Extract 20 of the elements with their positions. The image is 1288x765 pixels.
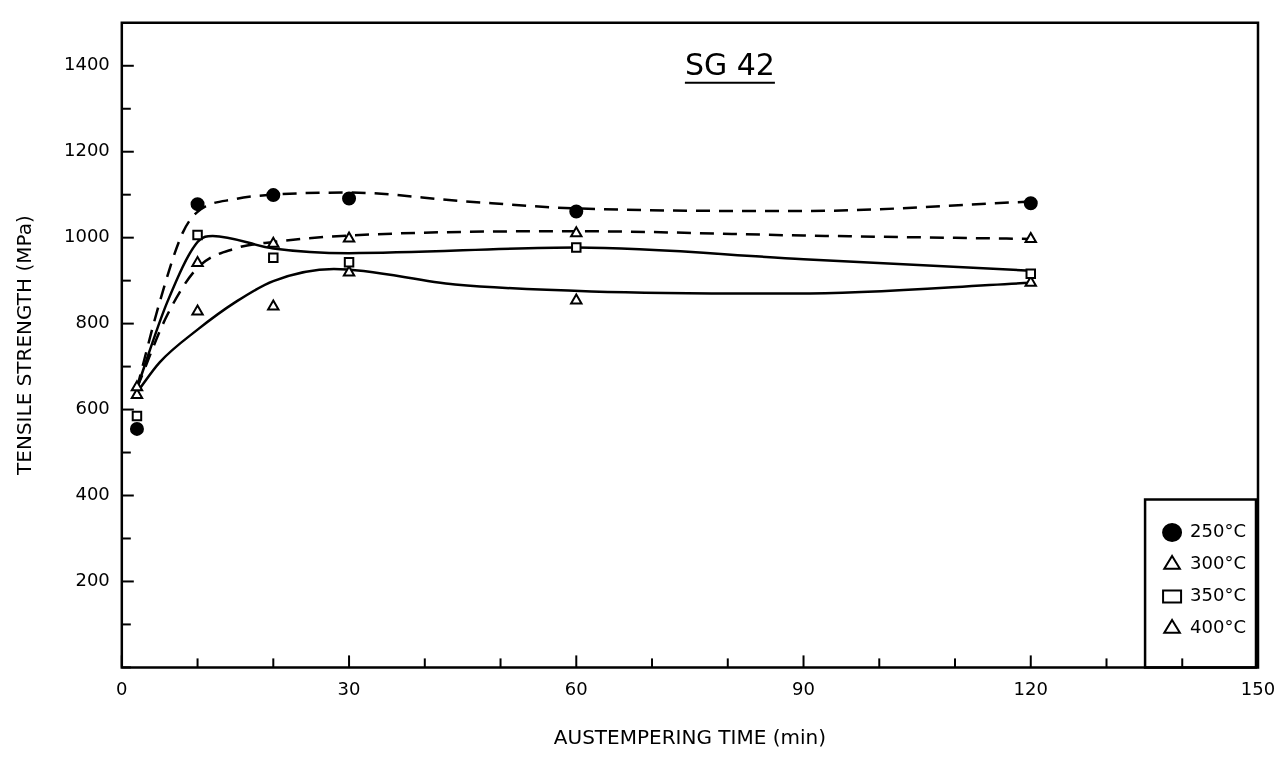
y-tick-label: 800: [75, 311, 110, 333]
x-tick-label: 0: [116, 677, 128, 699]
x-tick-label: 150: [1240, 677, 1276, 699]
x-axis-title: AUSTEMPERING TIME (min): [553, 725, 826, 750]
y-tick-label: 600: [75, 397, 110, 419]
legend-label: 300°C: [1190, 552, 1247, 574]
text: SG 42: [684, 46, 775, 82]
x-tick-label: 120: [1013, 677, 1048, 699]
y-tick-label: 400: [75, 483, 110, 505]
legend-label: 250°C: [1190, 520, 1247, 542]
y-tick-label: 200: [75, 569, 110, 591]
y-tick-label: 1400: [64, 53, 110, 75]
legend-label: 350°C: [1190, 584, 1247, 606]
y-tick-label: 1000: [64, 225, 110, 247]
x-tick-label: 30: [337, 677, 361, 699]
legend-label: 400°C: [1190, 616, 1247, 638]
y-axis-title: TENSILE STRENGTH (MPa): [12, 215, 37, 476]
x-tick-label: 60: [564, 677, 588, 699]
x-tick-label: 90: [792, 677, 815, 699]
y-tick-label: 1200: [64, 139, 110, 161]
